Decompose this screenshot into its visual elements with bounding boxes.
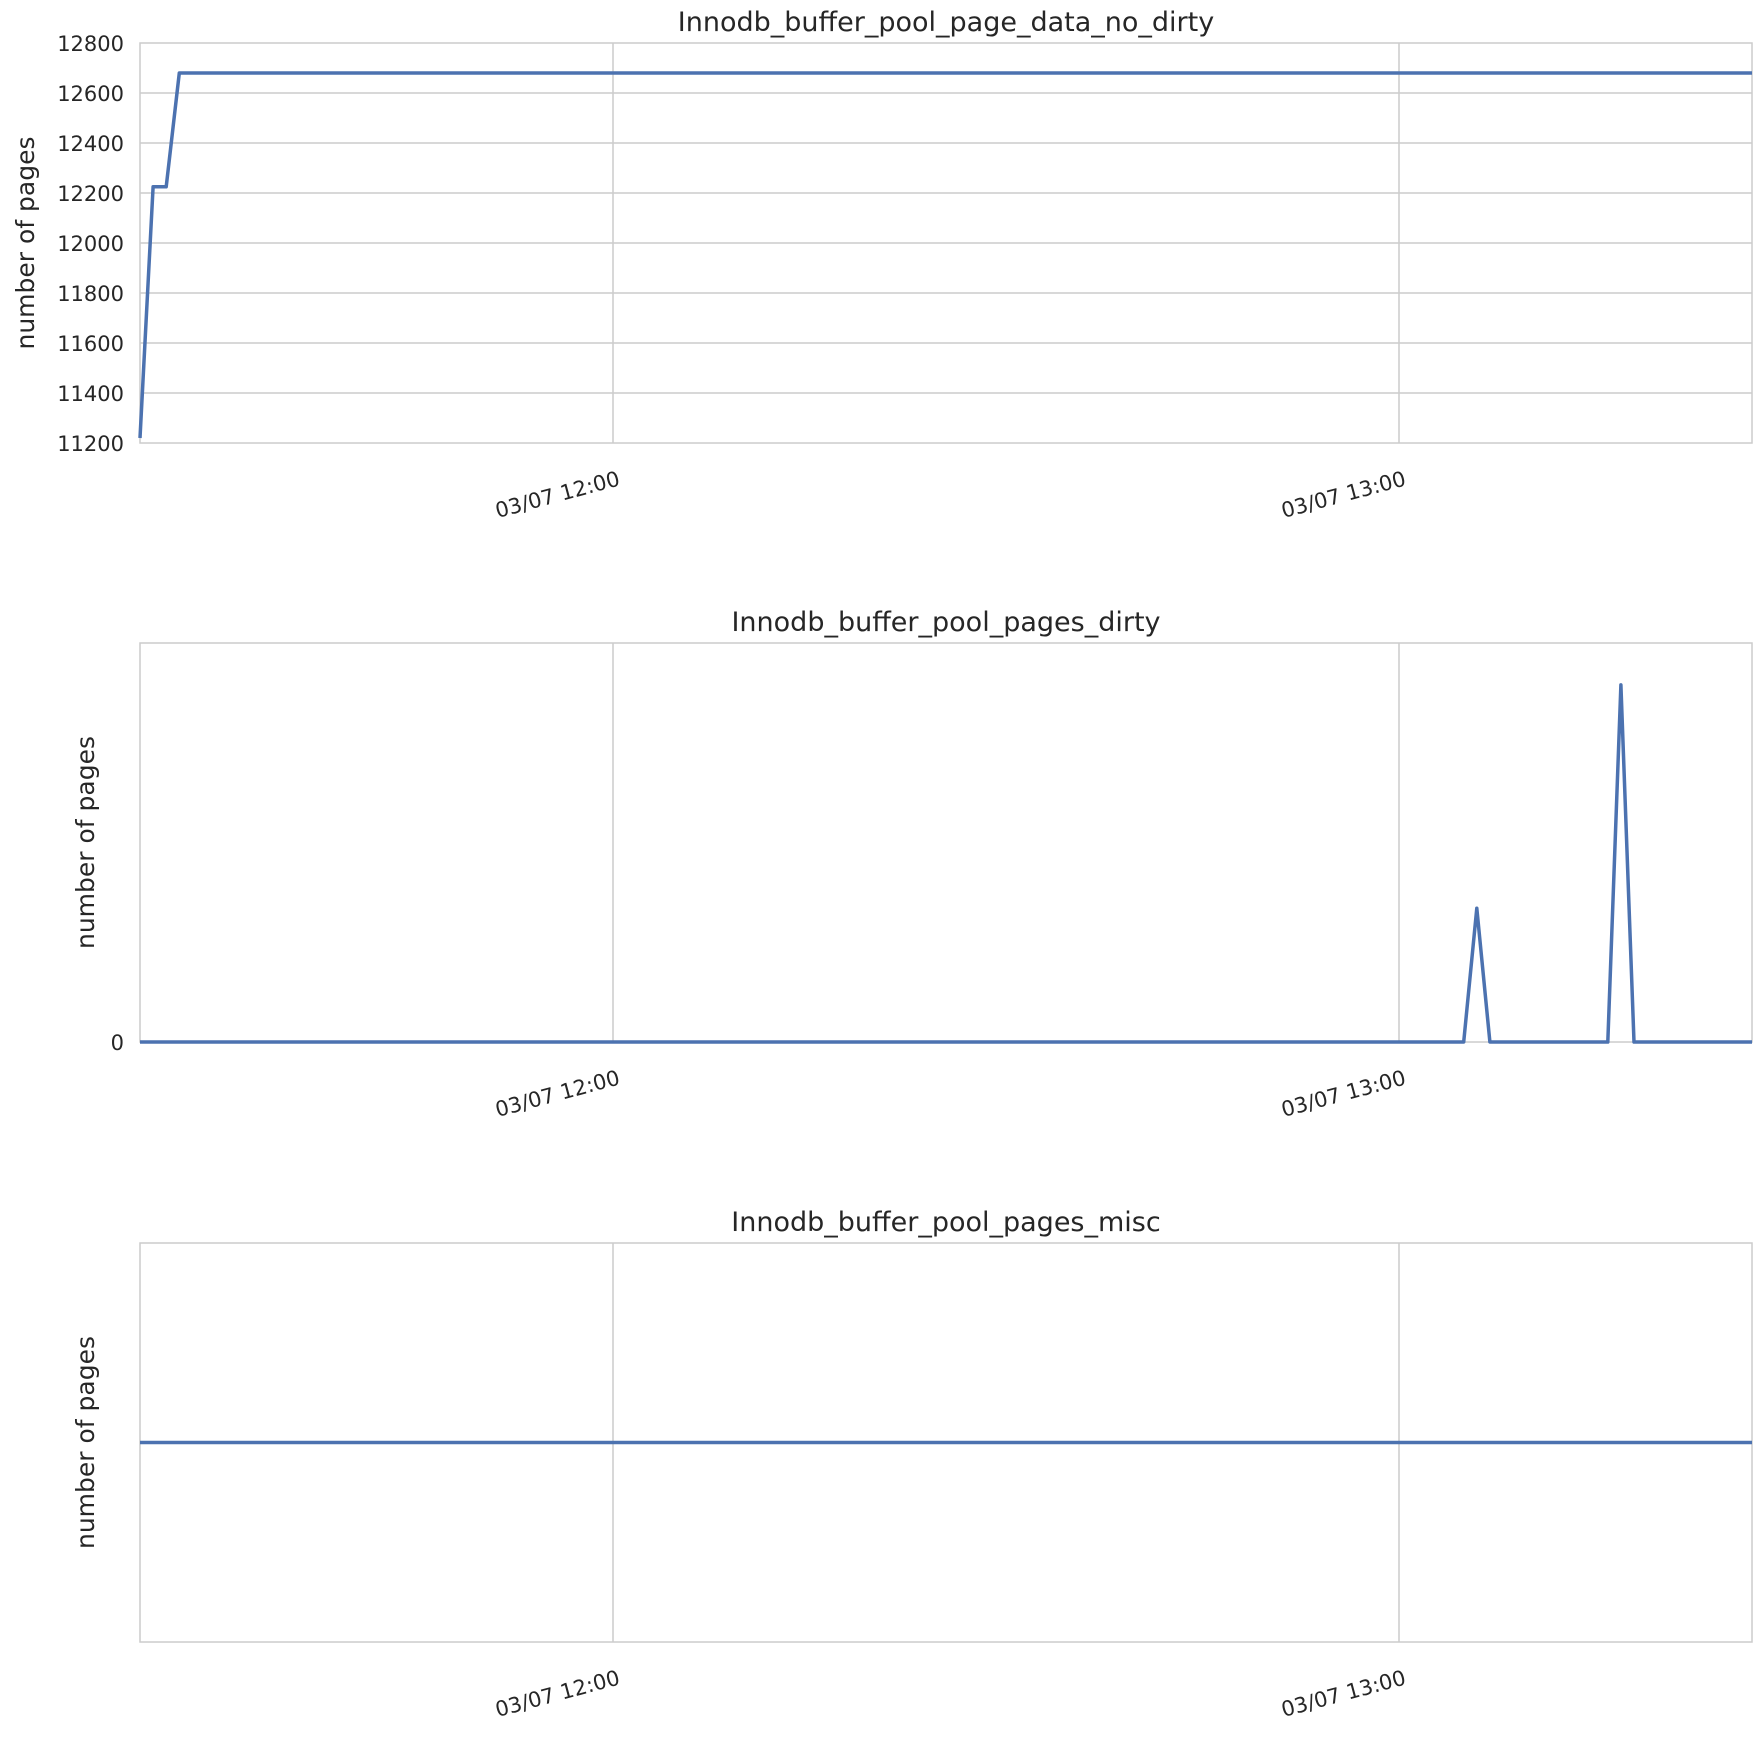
x-tick-label: 03/07 13:00 <box>1279 467 1409 523</box>
series-line <box>138 71 1752 439</box>
x-tick-label: 03/07 12:00 <box>493 1066 623 1122</box>
y-axis-label: number of pages <box>11 136 40 349</box>
x-tick-label: 03/07 13:00 <box>1279 1666 1409 1722</box>
chart-title: Innodb_buffer_pool_pages_misc <box>731 1207 1160 1238</box>
y-tick-label: 12000 <box>57 232 124 256</box>
chart-panel-2: 0 03/07 12:00 03/07 13:00 Innodb_buffer_poo… <box>71 607 1753 1122</box>
y-axis-label: number of pages <box>71 1336 100 1549</box>
chart-title: Innodb_buffer_pool_page_data_no_dirty <box>678 7 1214 38</box>
y-tick-label: 12400 <box>57 132 124 156</box>
y-tick-label: 11200 <box>57 432 124 456</box>
y-tick-label: 12200 <box>57 182 124 206</box>
series-line <box>140 683 1752 1044</box>
y-tick-label: 0 <box>111 1031 124 1055</box>
chart-panel-1: 12800 12600 12400 12200 12000 11800 11600 11400… <box>11 7 1753 523</box>
plot-frame <box>139 42 1753 444</box>
chart-panel-3: 03/07 12:00 03/07 13:00 Innodb_buffer_pool… <box>71 1207 1753 1722</box>
y-tick-label: 11800 <box>57 282 124 306</box>
y-tick-label: 11400 <box>57 382 124 406</box>
y-tick-label: 12800 <box>57 32 124 56</box>
x-tick-label: 03/07 12:00 <box>493 1666 623 1722</box>
x-tick-label: 03/07 12:00 <box>493 467 623 523</box>
plot-frame <box>139 642 1753 1043</box>
y-tick-label: 11600 <box>57 332 124 356</box>
y-tick-label: 12600 <box>57 82 124 106</box>
x-tick-label: 03/07 13:00 <box>1279 1066 1409 1122</box>
y-axis-label: number of pages <box>71 736 100 949</box>
chart-title: Innodb_buffer_pool_pages_dirty <box>731 607 1160 638</box>
